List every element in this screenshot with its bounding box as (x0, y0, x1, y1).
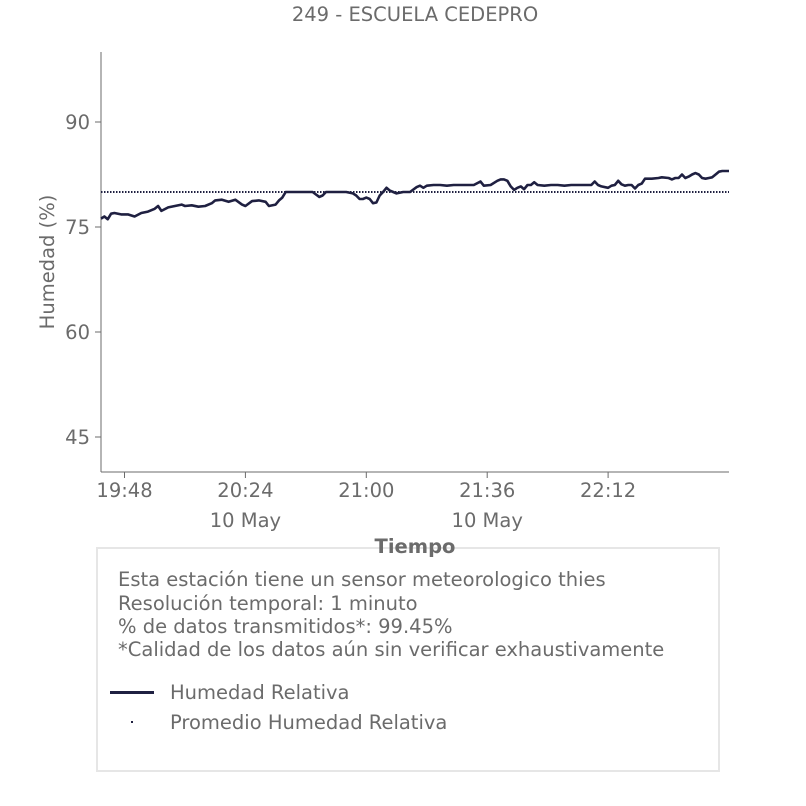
x-tick-date-label: 10 May (452, 509, 523, 532)
y-tick-label: 90 (65, 111, 90, 134)
plot-axes (100, 52, 729, 473)
info-sensor-line: Esta estación tiene un sensor meteorolog… (118, 568, 606, 591)
legend-item-promedio: Promedio Humedad Relativa (110, 711, 510, 735)
x-tick-label: 21:36 (459, 479, 515, 502)
x-tick-label: 22:12 (580, 479, 636, 502)
series-humedad-relativa-line (100, 169, 729, 221)
x-tick-label: 20:24 (217, 479, 273, 502)
legend-label: Humedad Relativa (170, 681, 350, 704)
chart-title: 249 - ESCUELA CEDEPRO (292, 3, 538, 26)
info-transmitted-line: % de datos transmitidos*: 99.45% (118, 615, 453, 638)
x-tick-label: 19:48 (96, 479, 152, 502)
y-tick-label: 75 (65, 216, 90, 239)
x-axis-ticks: 19:48 20:24 10 May 21:00 21:36 10 May 22:12 (96, 472, 636, 532)
y-axis-label: Humedad (%) (36, 195, 59, 330)
y-tick-label: 45 (65, 426, 90, 449)
info-box: Esta estación tiene un sensor meteorolog… (96, 547, 720, 772)
info-resolution-line: Resolución temporal: 1 minuto (118, 592, 418, 615)
legend-item-humedad: Humedad Relativa (110, 681, 510, 705)
legend-label: Promedio Humedad Relativa (170, 711, 448, 734)
legend-dot-swatch (131, 721, 133, 723)
x-tick-label: 21:00 (338, 479, 394, 502)
legend-line-swatch (110, 691, 154, 694)
y-tick-label: 60 (65, 321, 90, 344)
y-axis-ticks: 45 60 75 90 (65, 111, 101, 449)
x-tick-date-label: 10 May (210, 509, 281, 532)
series-layer (100, 169, 729, 221)
info-quality-note: *Calidad de los datos aún sin verificar … (118, 638, 665, 661)
